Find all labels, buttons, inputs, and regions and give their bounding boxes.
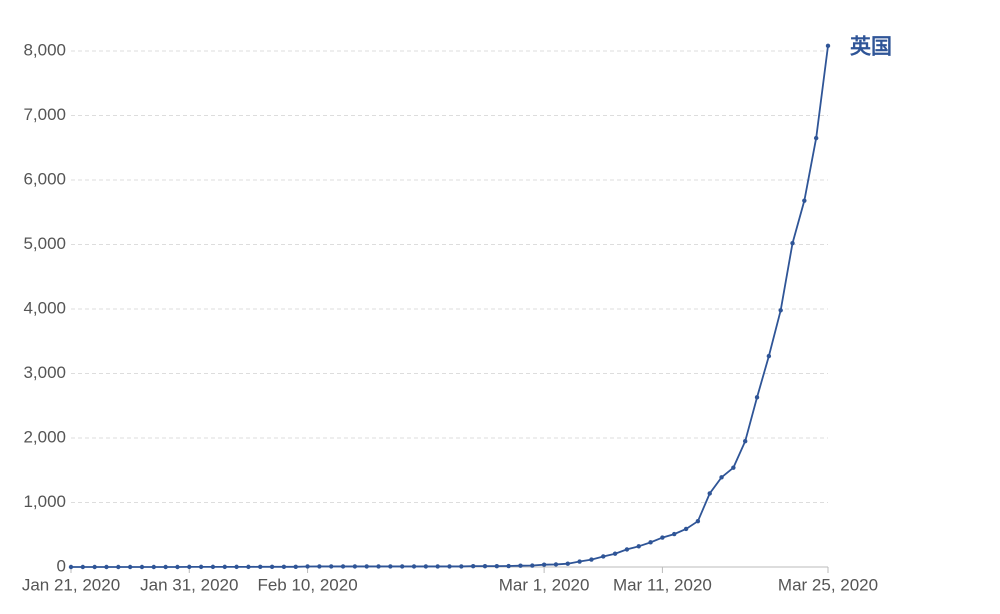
point	[825, 43, 831, 49]
point	[683, 526, 689, 532]
y-tick-label: 6,000	[23, 169, 66, 188]
y-tick-label: 2,000	[23, 427, 66, 446]
point	[127, 564, 133, 570]
point	[234, 564, 239, 570]
point	[731, 465, 736, 470]
point	[612, 551, 618, 556]
point	[187, 564, 192, 570]
point	[660, 535, 665, 540]
point	[281, 564, 287, 570]
point	[565, 561, 570, 566]
point	[411, 564, 417, 569]
point	[435, 564, 440, 569]
point	[506, 563, 511, 569]
point	[672, 531, 677, 537]
line	[71, 45, 829, 568]
point	[648, 540, 653, 545]
point	[329, 564, 334, 569]
point	[553, 562, 559, 567]
point	[222, 564, 227, 570]
x-tick-label: Mar 11, 2020	[613, 575, 712, 594]
point	[589, 557, 594, 562]
x-tick-label: Jan 21, 2020	[22, 575, 120, 594]
point	[754, 395, 760, 400]
point	[459, 564, 464, 569]
point	[293, 564, 298, 570]
point	[258, 564, 263, 570]
x-tick-label: Mar 25, 2020	[778, 575, 878, 594]
point	[601, 554, 606, 559]
point	[163, 564, 168, 570]
point	[530, 563, 535, 568]
point	[447, 564, 452, 569]
point	[198, 564, 204, 570]
x-tick-label: Mar 1, 2020	[499, 575, 590, 594]
point	[151, 564, 156, 570]
point	[470, 563, 476, 569]
point	[388, 564, 393, 569]
point	[813, 135, 819, 141]
y-tick-label: 3,000	[23, 363, 66, 382]
point	[352, 564, 358, 569]
point	[624, 547, 630, 552]
y-tick-label: 4,000	[23, 298, 66, 317]
x-tick-label: Feb 10, 2020	[257, 575, 357, 594]
point	[92, 564, 97, 570]
y-tick-label: 5,000	[23, 234, 66, 253]
point	[68, 564, 74, 570]
point	[246, 564, 251, 570]
point	[364, 564, 369, 569]
point	[707, 491, 712, 496]
point	[423, 564, 429, 569]
point	[695, 519, 701, 524]
point	[399, 564, 405, 569]
point	[317, 564, 322, 569]
x-tick-label: Jan 31, 2020	[140, 575, 238, 594]
point	[577, 559, 582, 564]
point	[790, 241, 795, 246]
point	[482, 563, 488, 569]
point	[116, 564, 121, 570]
point	[636, 544, 641, 549]
y-tick-label: 8,000	[23, 40, 66, 59]
y-tick-label: 0	[57, 556, 66, 575]
point	[802, 198, 807, 203]
point	[778, 308, 783, 313]
y-tick-label: 1,000	[23, 492, 66, 511]
point	[80, 564, 86, 570]
point	[766, 353, 772, 359]
point	[518, 563, 523, 568]
point	[719, 475, 724, 480]
point	[269, 564, 275, 570]
point	[104, 564, 109, 570]
point	[340, 564, 346, 569]
point	[376, 564, 381, 569]
point	[743, 439, 748, 444]
series-label: 英国	[850, 35, 892, 58]
point	[139, 564, 145, 570]
point	[175, 564, 180, 570]
point	[305, 564, 310, 569]
point	[541, 562, 547, 567]
y-tick-label: 7,000	[23, 105, 66, 124]
point	[494, 563, 500, 569]
point	[210, 564, 216, 570]
